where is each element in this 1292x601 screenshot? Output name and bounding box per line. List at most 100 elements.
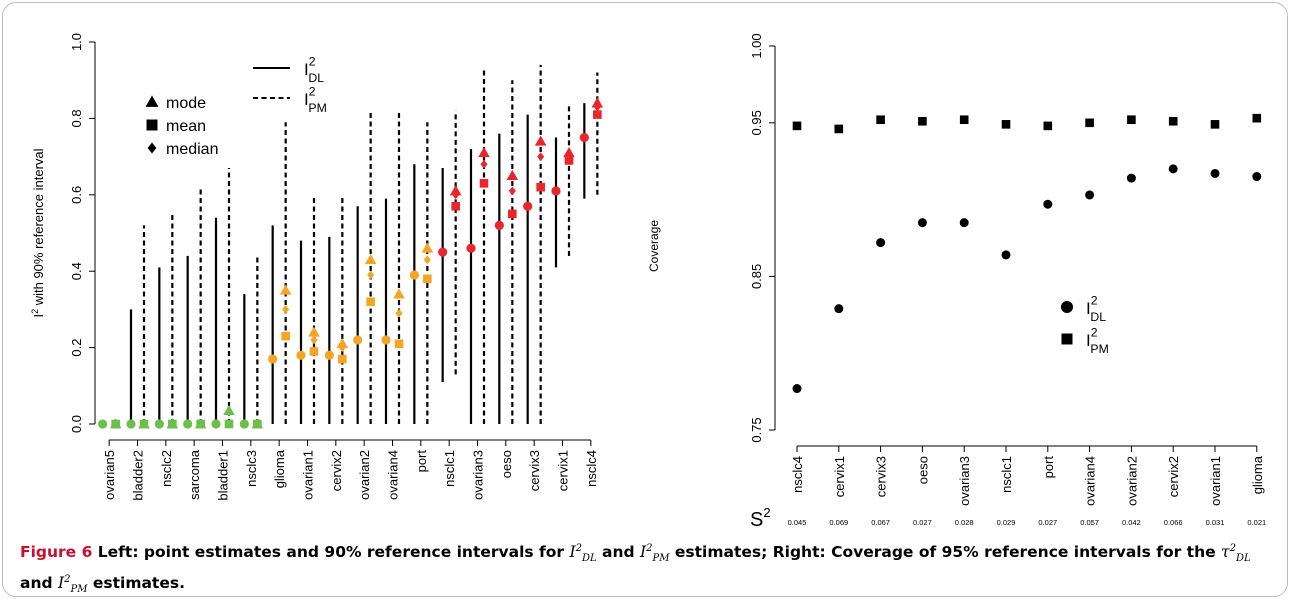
s2-value-ovarian3: 0.028 bbox=[955, 518, 974, 527]
pm-mean-ovarian4 bbox=[394, 339, 404, 349]
pm-mode-cervix2 bbox=[336, 337, 349, 349]
dl-point-ovarian3 bbox=[466, 243, 476, 253]
pm-mean-ovarian5 bbox=[111, 419, 120, 429]
left-interval-chart: 0.0 0.2 0.4 0.6 0.8 1.0 I2 with 90% reference … bbox=[30, 33, 604, 501]
caption-text-3: estimates; Right: Coverage of 95% refere… bbox=[669, 543, 1222, 562]
cov-pm-point-cervix1 bbox=[834, 124, 844, 134]
legend-marker-diamond bbox=[147, 142, 157, 154]
x-tick-label-oeso: oeso bbox=[499, 450, 514, 478]
figure-caption: Figure 6 Left: point estimates and 90% r… bbox=[20, 538, 1275, 601]
cov-dl-point-ovarian4 bbox=[1085, 190, 1095, 200]
cov-x-tick-label-nsclc4: nsclc4 bbox=[790, 456, 805, 493]
cov-x-tick-label-ovarian4: ovarian4 bbox=[1083, 456, 1098, 506]
pm-mode-glioma bbox=[279, 284, 292, 295]
caption-symbol-1: I2DL bbox=[569, 543, 597, 565]
x-tick-label-ovarian4: ovarian4 bbox=[386, 450, 401, 500]
cov-dl-point-glioma bbox=[1252, 172, 1262, 182]
pm-median-cervix2 bbox=[338, 343, 346, 352]
x-tick-label-bladder2: bladder2 bbox=[131, 450, 146, 501]
dl-point-ovarian5 bbox=[98, 419, 108, 429]
cov-legend-pm-marker bbox=[1061, 333, 1073, 345]
dl-point-nsclc1 bbox=[438, 247, 448, 257]
legend-line-label-PM: I2 PM bbox=[304, 85, 327, 115]
dl-point-cervix2 bbox=[324, 350, 334, 360]
dl-point-cervix1 bbox=[551, 186, 561, 196]
s2-value-nsclc4: 0.045 bbox=[788, 518, 807, 527]
x-tick-label-glioma: glioma bbox=[272, 449, 287, 488]
cov-pm-point-ovarian2 bbox=[1127, 115, 1136, 125]
pm-mode-nsclc1 bbox=[449, 185, 462, 196]
y-tick-label: 0.8 bbox=[69, 109, 84, 127]
legend-line-label-DL: I2 DL bbox=[304, 55, 324, 85]
y-tick-label: 0.0 bbox=[69, 415, 84, 433]
pm-median-glioma bbox=[282, 305, 290, 314]
cov-y-tick-label: 0.85 bbox=[749, 264, 764, 289]
x-tick-label-nsclc1: nsclc1 bbox=[442, 450, 457, 487]
cov-dl-point-cervix1 bbox=[834, 304, 844, 314]
cov-dl-point-oeso bbox=[917, 218, 927, 228]
pm-mean-ovarian2 bbox=[366, 297, 375, 307]
pm-mean-nsclc3 bbox=[253, 419, 262, 429]
y-tick-label: 1.0 bbox=[69, 33, 84, 51]
cov-dl-point-ovarian3 bbox=[959, 218, 969, 228]
s2-value-cervix1: 0.069 bbox=[829, 518, 848, 527]
x-tick-label-ovarian1: ovarian1 bbox=[301, 450, 316, 500]
s2-value-oeso: 0.027 bbox=[913, 518, 932, 527]
cov-y-axis-label: Coverage bbox=[647, 220, 661, 272]
cov-x-tick-label-port: port bbox=[1041, 456, 1056, 479]
y-tick-label: 0.4 bbox=[69, 262, 84, 280]
dl-point-cervix3 bbox=[523, 201, 533, 211]
pm-median-oeso bbox=[508, 186, 516, 196]
s2-value-glioma: 0.021 bbox=[1247, 518, 1266, 527]
cov-pm-point-nsclc1 bbox=[1001, 120, 1011, 129]
cov-legend-dl-marker bbox=[1061, 301, 1073, 313]
cov-dl-point-cervix3 bbox=[876, 238, 886, 248]
x-tick-label-cervix2: cervix2 bbox=[329, 450, 344, 491]
caption-label: Figure 6 bbox=[20, 543, 93, 562]
dl-point-glioma bbox=[268, 354, 278, 364]
pm-mode-ovarian1 bbox=[308, 326, 320, 337]
cov-y-tick-label: 0.75 bbox=[749, 417, 764, 442]
pm-mode-port bbox=[421, 242, 434, 253]
x-tick-label-bladder1: bladder1 bbox=[216, 450, 231, 501]
x-tick-label-cervix3: cervix3 bbox=[527, 450, 542, 491]
dl-point-ovarian1 bbox=[296, 350, 306, 360]
pm-mode-ovarian3 bbox=[478, 146, 490, 158]
x-tick-label-sarcoma: sarcoma bbox=[187, 449, 202, 500]
dl-point-port bbox=[409, 270, 419, 280]
pm-median-ovarian1 bbox=[310, 335, 318, 345]
cov-y-tick-label: 0.95 bbox=[749, 110, 764, 135]
pm-mean-bladder2 bbox=[139, 419, 149, 429]
cov-pm-point-port bbox=[1043, 121, 1053, 131]
cov-pm-point-cervix3 bbox=[876, 115, 885, 125]
pm-mode-ovarian2 bbox=[364, 253, 377, 265]
right-coverage-chart: 0.75 0.85 0.95 1.00 Coverage nsclc4 0.045 cervi… bbox=[647, 33, 1266, 531]
caption-text-2: and bbox=[596, 543, 641, 562]
pm-mean-nsclc2 bbox=[168, 419, 177, 429]
cov-x-tick-label-nsclc1: nsclc1 bbox=[999, 456, 1014, 493]
pm-mean-port bbox=[423, 274, 432, 284]
cov-pm-point-ovarian3 bbox=[959, 115, 969, 125]
dl-point-nsclc4 bbox=[579, 132, 589, 143]
cov-x-tick-label-cervix1: cervix1 bbox=[832, 456, 847, 497]
figure-svg: 0.0 0.2 0.4 0.6 0.8 1.0 I2 with 90% reference … bbox=[30, 33, 1266, 531]
cov-legend-dl-label: I2 DL bbox=[1086, 294, 1106, 324]
cov-dl-point-ovarian1 bbox=[1210, 168, 1220, 178]
pm-mean-glioma bbox=[281, 331, 290, 341]
cov-pm-point-nsclc4 bbox=[792, 121, 802, 131]
x-tick-label-nsclc2: nsclc2 bbox=[159, 450, 174, 487]
cov-dl-point-cervix2 bbox=[1168, 164, 1178, 174]
caption-text-5: estimates. bbox=[87, 574, 185, 593]
s2-value-port: 0.027 bbox=[1038, 518, 1057, 527]
dl-point-bladder1 bbox=[211, 419, 221, 429]
x-tick-label-ovarian3: ovarian3 bbox=[471, 450, 486, 500]
pm-median-ovarian3 bbox=[480, 159, 488, 169]
cov-x-tick-label-cervix2: cervix2 bbox=[1166, 456, 1181, 497]
x-tick-label-nsclc4: nsclc4 bbox=[584, 450, 599, 487]
y-tick-label: 0.6 bbox=[69, 186, 84, 204]
pm-mode-ovarian4 bbox=[393, 288, 405, 299]
pm-mean-nsclc4 bbox=[593, 110, 602, 119]
pm-median-cervix3 bbox=[537, 152, 545, 161]
caption-symbol-2: I2PM bbox=[640, 543, 670, 565]
